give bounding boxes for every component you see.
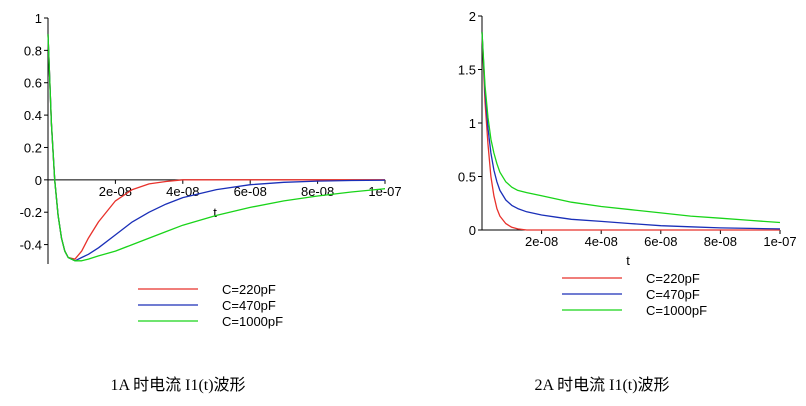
y-tick-label: 0.2	[24, 140, 42, 155]
y-tick-label: -0.4	[20, 238, 42, 253]
legend-label-0: C=220pF	[646, 271, 700, 286]
y-tick-label: 0.4	[24, 108, 42, 123]
x-axis-label: t	[626, 253, 630, 268]
x-tick-label: 1e-07	[763, 234, 796, 249]
series-line-1	[481, 31, 781, 230]
series-line-2	[481, 31, 781, 224]
y-tick-label: 0.5	[458, 170, 476, 185]
x-tick-label: 8e-08	[704, 234, 737, 249]
legend-label-1: C=470pF	[222, 298, 276, 313]
x-axis-label: t	[213, 205, 217, 220]
y-tick-label: 1.5	[458, 63, 476, 78]
y-tick-label: 2	[469, 9, 476, 24]
legend-label-1: C=470pF	[646, 287, 700, 302]
caption-1a: 1A 时电流 I1(t)波形	[110, 376, 245, 394]
y-tick-label: 0.6	[24, 76, 42, 91]
series-line-2	[47, 34, 386, 262]
x-tick-label: 6e-08	[644, 234, 677, 249]
y-tick-label: 0	[469, 223, 476, 238]
x-tick-label: 4e-08	[585, 234, 618, 249]
legend-label-2: C=1000pF	[222, 314, 283, 329]
x-tick-label: 2e-08	[99, 184, 132, 199]
y-tick-label: 1	[469, 116, 476, 131]
y-tick-label: 0.8	[24, 43, 42, 58]
x-tick-label: 2e-08	[525, 234, 558, 249]
x-tick-label: 4e-08	[166, 184, 199, 199]
y-tick-label: 0	[35, 173, 42, 188]
x-tick-label: 1e-07	[368, 184, 401, 199]
y-tick-label: -0.2	[20, 205, 42, 220]
chart-1a: 10.80.60.40.20-0.2-0.42e-08 4e-08 6e-08 8e-…	[20, 11, 402, 329]
legend-label-0: C=220pF	[222, 282, 276, 297]
legend-label-2: C=1000pF	[646, 303, 707, 318]
series-line-0	[481, 31, 780, 231]
caption-2a: 2A 时电流 I1(t)波形	[534, 376, 669, 394]
x-tick-label: 6e-08	[234, 184, 267, 199]
y-tick-label: 1	[35, 11, 42, 26]
series-line-0	[47, 34, 385, 260]
series-line-1	[47, 34, 386, 262]
chart-2a: 2 1.5 1 0.5 0 2e-08 4e-08 6e-08 8e-08 1e-07 t C=220…	[458, 9, 797, 318]
